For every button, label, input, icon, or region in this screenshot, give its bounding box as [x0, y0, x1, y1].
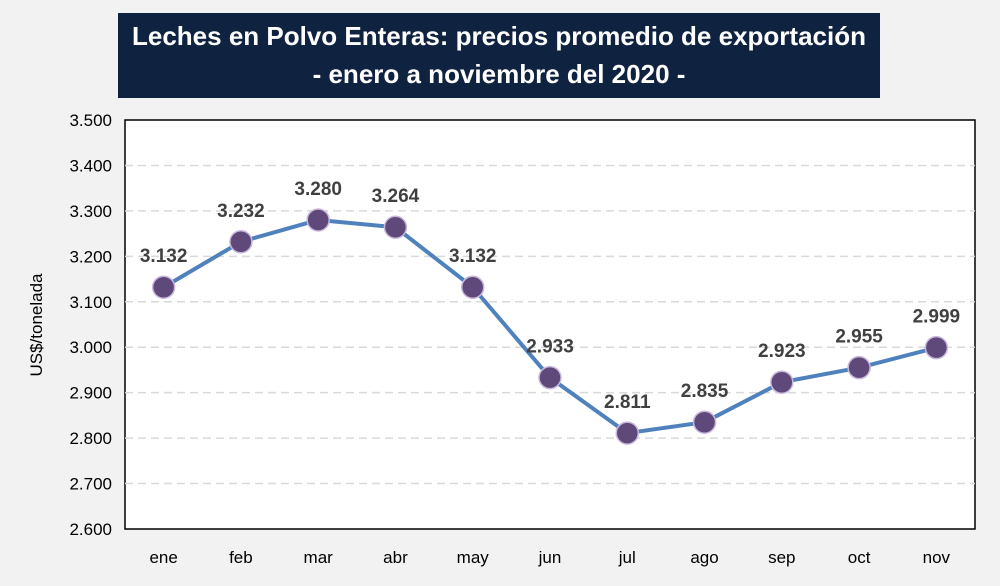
data-label: 3.232	[217, 201, 265, 222]
data-point	[306, 208, 330, 232]
data-label: 3.132	[449, 246, 497, 267]
y-tick-label: 3.100	[69, 293, 112, 312]
chart-title-line2: - enero a noviembre del 2020 -	[312, 59, 686, 89]
data-point	[847, 355, 871, 380]
data-label: 3.132	[140, 246, 188, 267]
x-tick-label: nov	[923, 548, 951, 567]
x-tick-label: feb	[229, 548, 253, 567]
x-tick-label: may	[457, 548, 490, 567]
data-label: 2.999	[913, 307, 961, 328]
x-tick-label: jun	[538, 548, 562, 567]
x-tick-label: abr	[383, 548, 408, 567]
y-tick-label: 2.900	[69, 384, 112, 403]
data-point	[151, 275, 176, 299]
data-point	[615, 421, 640, 445]
data-point	[229, 230, 253, 254]
data-point	[383, 215, 408, 239]
x-tick-label: sep	[768, 548, 795, 567]
data-label: 2.923	[758, 341, 806, 362]
data-point	[924, 335, 949, 360]
y-tick-label: 3.400	[69, 156, 112, 175]
data-label: 3.264	[372, 186, 420, 207]
x-tick-label: ene	[149, 548, 177, 567]
y-tick-label: 3.500	[69, 111, 112, 130]
y-tick-label: 2.600	[69, 520, 112, 539]
y-tick-label: 2.800	[69, 429, 112, 448]
data-label: 2.811	[604, 392, 651, 413]
data-label: 2.933	[526, 337, 574, 358]
x-tick-label: ago	[690, 548, 718, 567]
y-tick-label: 3.300	[69, 202, 112, 221]
chart-title-line1: Leches en Polvo Enteras: precios promedi…	[132, 21, 866, 51]
data-point	[538, 365, 562, 390]
data-label: 2.955	[835, 327, 883, 348]
data-label: 2.835	[681, 381, 729, 402]
data-point	[770, 370, 794, 394]
x-tick-label: oct	[848, 548, 871, 567]
y-axis-label: US$/tonelada	[27, 273, 46, 377]
x-tick-label: jul	[618, 548, 636, 567]
data-label: 3.280	[294, 179, 342, 200]
chart-title: Leches en Polvo Enteras: precios promedi…	[118, 13, 880, 98]
x-tick-label: mar	[304, 548, 334, 567]
y-tick-label: 2.700	[69, 475, 112, 494]
plot-area	[124, 119, 976, 530]
data-point	[460, 275, 485, 299]
data-point	[692, 410, 717, 434]
y-tick-label: 3.200	[69, 247, 112, 266]
y-tick-label: 3.000	[69, 338, 112, 357]
